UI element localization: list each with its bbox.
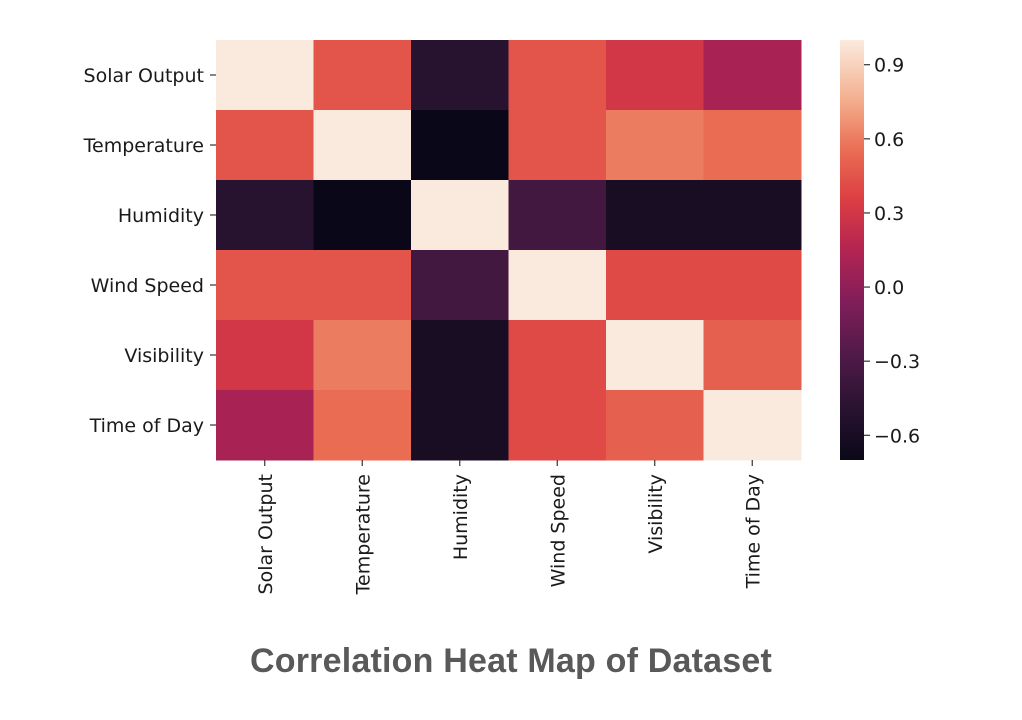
row-label-time-of-day: Time of Day: [89, 415, 204, 437]
heatmap-cell-humidity-temperature: [313, 180, 412, 251]
heatmap-cell-temperature-visibility: [606, 110, 704, 181]
heatmap-cell-temperature-temperature: [313, 110, 412, 181]
heatmap-cell-wind-speed-humidity: [411, 250, 509, 321]
heatmap-cell-visibility-humidity: [411, 320, 509, 391]
heatmap-cell-humidity-solar-output: [216, 180, 314, 251]
row-label-humidity: Humidity: [118, 205, 204, 227]
column-label-visibility: Visibility: [645, 474, 667, 554]
heatmap-cell-humidity-humidity: [411, 180, 509, 251]
heatmap-cell-temperature-wind-speed: [508, 110, 607, 181]
column-label-humidity: Humidity: [450, 474, 472, 560]
heatmap-cell-solar-output-wind-speed: [508, 40, 607, 111]
heatmap-cell-time-of-day-temperature: [313, 390, 412, 461]
colorbar-tick-label: 0.6: [874, 129, 904, 151]
heatmap-cells: [216, 40, 802, 461]
row-label-wind-speed: Wind Speed: [91, 275, 204, 297]
heatmap-cell-wind-speed-visibility: [606, 250, 704, 321]
colorbar-tick-label: 0.0: [874, 277, 904, 299]
column-label-time-of-day: Time of Day: [742, 474, 764, 589]
heatmap-cell-temperature-humidity: [411, 110, 509, 181]
heatmap-cell-visibility-solar-output: [216, 320, 314, 391]
heatmap-cell-time-of-day-humidity: [411, 390, 509, 461]
row-label-visibility: Visibility: [124, 345, 204, 367]
heatmap-cell-time-of-day-solar-output: [216, 390, 314, 461]
correlation-heatmap: Solar Output Temperature Humidity Wind Spee…: [83, 40, 920, 595]
heatmap-cell-temperature-solar-output: [216, 110, 314, 181]
column-label-wind-speed: Wind Speed: [547, 474, 569, 587]
figure-caption: Correlation Heat Map of Dataset: [250, 642, 772, 680]
heatmap-cell-humidity-wind-speed: [508, 180, 607, 251]
heatmap-cell-solar-output-visibility: [606, 40, 704, 111]
row-label-temperature: Temperature: [83, 135, 204, 157]
heatmap-cell-wind-speed-wind-speed: [508, 250, 607, 321]
row-label-solar-output: Solar Output: [84, 65, 204, 87]
row-labels: Solar Output Temperature Humidity Wind Spee…: [83, 65, 216, 437]
column-label-temperature: Temperature: [352, 474, 374, 595]
heatmap-cell-time-of-day-time-of-day: [703, 390, 802, 461]
heatmap-cell-humidity-time-of-day: [703, 180, 802, 251]
heatmap-cell-solar-output-solar-output: [216, 40, 314, 111]
heatmap-cell-wind-speed-time-of-day: [703, 250, 802, 321]
heatmap-cell-solar-output-humidity: [411, 40, 509, 111]
heatmap-cell-solar-output-time-of-day: [703, 40, 802, 111]
colorbar-tick-label: 0.3: [874, 203, 904, 225]
heatmap-cell-visibility-time-of-day: [703, 320, 802, 391]
heatmap-cell-wind-speed-solar-output: [216, 250, 314, 321]
heatmap-cell-visibility-visibility: [606, 320, 704, 391]
colorbar-tick-label: −0.6: [874, 425, 920, 447]
heatmap-cell-time-of-day-wind-speed: [508, 390, 607, 461]
heatmap-cell-humidity-visibility: [606, 180, 704, 251]
heatmap-cell-wind-speed-temperature: [313, 250, 412, 321]
heatmap-cell-visibility-wind-speed: [508, 320, 607, 391]
heatmap-cell-temperature-time-of-day: [703, 110, 802, 181]
colorbar-gradient: [840, 40, 864, 460]
colorbar: 0.9 0.6 0.3 0.0 −0.3 −0.6: [840, 40, 920, 460]
heatmap-cell-time-of-day-visibility: [606, 390, 704, 461]
column-label-solar-output: Solar Output: [255, 474, 277, 594]
heatmap-cell-visibility-temperature: [313, 320, 412, 391]
heatmap-cell-solar-output-temperature: [313, 40, 412, 111]
colorbar-tick-label: −0.3: [874, 351, 920, 373]
column-labels: Solar Output Temperature Humidity Wind Spee…: [255, 460, 764, 595]
colorbar-tick-label: 0.9: [874, 55, 904, 77]
